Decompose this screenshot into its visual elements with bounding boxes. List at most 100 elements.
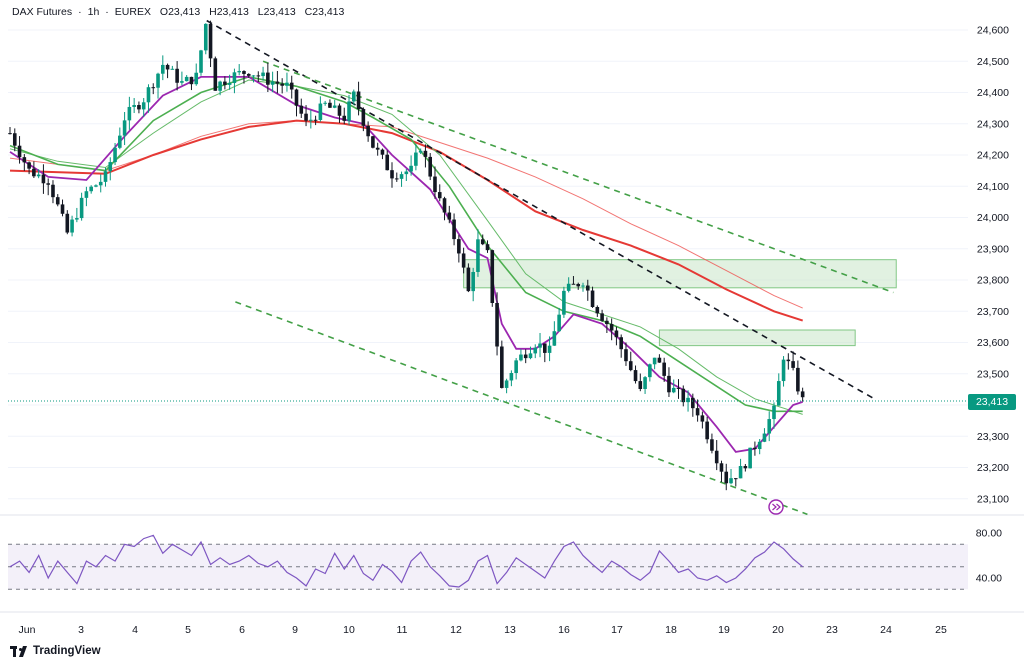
x-axis-label: 6 xyxy=(239,624,245,636)
candle-body xyxy=(523,354,528,359)
candle-body xyxy=(409,165,413,172)
candle-body xyxy=(738,466,743,479)
candle-body xyxy=(452,219,456,240)
candle-body xyxy=(180,81,184,83)
candle-body xyxy=(753,447,757,450)
candle-body xyxy=(213,58,218,91)
y-axis-label: 23,500 xyxy=(977,368,1009,380)
ema-fast-line xyxy=(9,76,803,453)
channel-trendline xyxy=(235,301,808,516)
candle-body xyxy=(46,183,50,185)
candle-body xyxy=(8,133,12,135)
candle-body xyxy=(796,367,800,392)
candle-body xyxy=(729,478,733,484)
x-axis-label: 23 xyxy=(826,624,838,636)
x-axis-label: Jun xyxy=(19,624,36,636)
x-axis-label: 19 xyxy=(718,624,730,636)
x-axis-label: 20 xyxy=(772,624,784,636)
candle-body xyxy=(562,290,566,315)
candle-body xyxy=(141,102,146,110)
candle-body xyxy=(256,75,261,77)
candle-body xyxy=(471,271,475,292)
candle-body xyxy=(543,343,547,353)
candle-body xyxy=(261,72,265,77)
candle-body xyxy=(437,192,442,199)
tradingview-mark-icon xyxy=(10,645,28,657)
candle-body xyxy=(17,145,22,158)
candle-body xyxy=(165,64,170,70)
candle-body xyxy=(194,72,199,85)
y-axis-label: 23,700 xyxy=(977,306,1009,318)
candle-body xyxy=(600,313,604,321)
exchange-label: EUREX xyxy=(114,6,151,18)
candle-body xyxy=(633,370,638,382)
candle-body xyxy=(466,267,471,292)
candle-body xyxy=(691,397,695,409)
candle-body xyxy=(98,181,103,186)
candle-body xyxy=(266,72,270,85)
candle-body xyxy=(89,186,93,192)
candle-body xyxy=(270,81,275,85)
candle-body xyxy=(385,154,390,171)
candle-body xyxy=(294,89,299,106)
ohlc-high: H23,413 xyxy=(209,6,249,18)
channel-trendline xyxy=(262,60,894,294)
candle-body xyxy=(519,354,523,361)
candle-body xyxy=(457,239,461,254)
candle-body xyxy=(309,119,313,121)
y-axis-label: 24,200 xyxy=(977,150,1009,162)
candle-body xyxy=(137,105,141,110)
ohlc-open: O23,413 xyxy=(159,6,201,18)
candle-body xyxy=(442,198,447,213)
candle-body xyxy=(361,109,366,126)
candle-body xyxy=(251,75,256,77)
candle-body xyxy=(122,120,127,136)
candle-body xyxy=(337,105,342,116)
candle-body xyxy=(232,72,237,84)
candle-body xyxy=(323,102,327,104)
candle-body xyxy=(557,314,561,332)
candle-body xyxy=(399,174,404,179)
last-price-tag: 23,413 xyxy=(968,394,1016,410)
candle-body xyxy=(170,68,175,70)
candle-body xyxy=(223,81,227,85)
y-axis-label: 23,300 xyxy=(977,431,1009,443)
candle-body xyxy=(671,387,676,393)
candle-body xyxy=(566,283,571,291)
candle-body xyxy=(757,441,762,450)
candle-body xyxy=(552,331,557,346)
candle-body xyxy=(719,463,724,472)
candle-body xyxy=(380,149,385,155)
x-axis-label: 5 xyxy=(185,624,191,636)
candle-body xyxy=(628,361,633,371)
candle-body xyxy=(32,168,36,177)
candle-body xyxy=(313,119,318,121)
candle-body xyxy=(161,64,165,74)
y-axis-label: 24,600 xyxy=(977,25,1009,37)
candle-body xyxy=(490,250,495,303)
candle-body xyxy=(772,405,776,420)
candle-body xyxy=(638,381,643,389)
symbol-header: DAX Futures · 1h · EUREX O23,413 H23,413 L23… xyxy=(12,6,345,18)
candle-body xyxy=(433,176,437,193)
x-axis-label: 16 xyxy=(558,624,570,636)
x-axis-label: 4 xyxy=(132,624,138,636)
candle-body xyxy=(12,133,17,146)
ema-slow-thin-line xyxy=(9,120,803,309)
tradingview-logo[interactable]: TradingView xyxy=(10,645,101,657)
y-axis-label: 24,400 xyxy=(977,87,1009,99)
candle-body xyxy=(70,219,74,233)
candle-body xyxy=(394,178,399,180)
ohlc-close: C23,413 xyxy=(304,6,345,18)
candle-body xyxy=(695,408,700,416)
candle-body xyxy=(509,373,514,381)
candle-body xyxy=(246,73,251,76)
candle-body xyxy=(184,76,189,82)
candle-body xyxy=(113,147,117,163)
timeframe-label[interactable]: 1h xyxy=(87,6,100,18)
candle-body xyxy=(41,174,46,184)
candle-body xyxy=(643,377,647,389)
candle-body xyxy=(762,433,767,442)
candle-body xyxy=(686,397,690,403)
